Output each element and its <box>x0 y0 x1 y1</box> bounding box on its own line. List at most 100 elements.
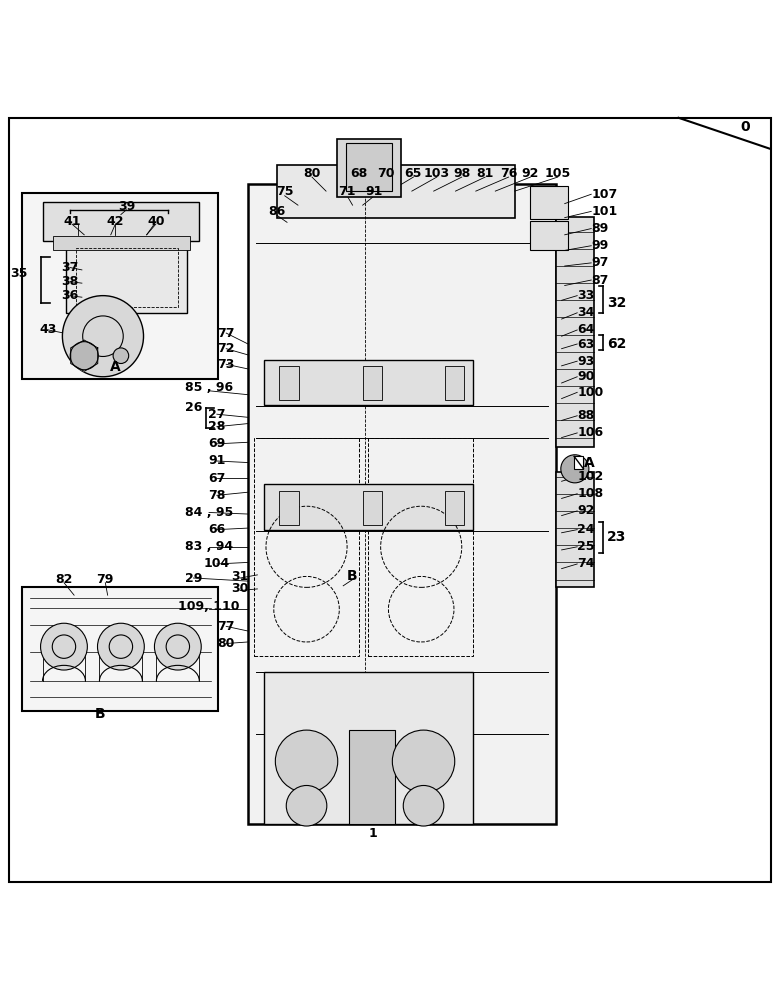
Bar <box>279 366 299 400</box>
Text: 91: 91 <box>208 454 225 468</box>
Text: 1: 1 <box>368 827 378 840</box>
Text: 73: 73 <box>218 358 235 371</box>
Text: 91: 91 <box>366 185 383 198</box>
Text: 68: 68 <box>350 167 367 180</box>
Text: 97: 97 <box>591 256 608 269</box>
Text: 92: 92 <box>522 167 539 180</box>
Bar <box>43 202 199 241</box>
Text: 43: 43 <box>40 323 57 336</box>
Circle shape <box>98 623 144 670</box>
Text: 0: 0 <box>740 120 750 134</box>
Bar <box>530 186 568 219</box>
Text: 26: 26 <box>185 401 202 414</box>
Bar <box>248 184 556 824</box>
Text: 69: 69 <box>208 437 225 450</box>
Bar <box>254 438 359 656</box>
Circle shape <box>275 730 338 792</box>
Circle shape <box>561 455 589 483</box>
Text: 24: 24 <box>577 523 594 536</box>
Text: 40: 40 <box>147 215 165 228</box>
Bar <box>264 672 473 824</box>
Bar <box>363 491 382 525</box>
Circle shape <box>70 342 98 370</box>
Bar <box>337 139 401 197</box>
Text: 101: 101 <box>591 205 618 218</box>
Text: 32: 32 <box>607 296 626 310</box>
Text: 84 , 95: 84 , 95 <box>185 506 233 519</box>
Bar <box>22 193 218 379</box>
Text: 63: 63 <box>577 338 594 351</box>
Circle shape <box>286 785 327 826</box>
Text: 42: 42 <box>107 215 124 228</box>
Text: 90: 90 <box>577 370 594 383</box>
Text: 88: 88 <box>577 409 594 422</box>
Text: 87: 87 <box>591 274 608 287</box>
Text: 75: 75 <box>276 185 293 198</box>
Text: 85 , 96: 85 , 96 <box>185 381 233 394</box>
Text: 37: 37 <box>62 261 79 274</box>
Text: 80: 80 <box>218 637 235 650</box>
Text: B: B <box>94 707 105 721</box>
Bar <box>556 472 594 587</box>
Bar <box>556 217 594 447</box>
Text: 80: 80 <box>303 167 321 180</box>
Text: 65: 65 <box>405 167 422 180</box>
Text: 77: 77 <box>218 620 235 633</box>
Text: 82: 82 <box>55 573 73 586</box>
Circle shape <box>392 730 455 792</box>
Text: 100: 100 <box>577 386 604 399</box>
Circle shape <box>62 296 144 377</box>
Text: 104: 104 <box>204 557 230 570</box>
Bar <box>346 143 392 191</box>
Text: 89: 89 <box>591 222 608 235</box>
Text: 38: 38 <box>62 275 79 288</box>
Text: 76: 76 <box>500 167 517 180</box>
Bar <box>22 587 218 711</box>
Text: 66: 66 <box>208 523 225 536</box>
Text: 35: 35 <box>10 267 27 280</box>
Text: 28: 28 <box>208 420 225 433</box>
Text: 33: 33 <box>577 289 594 302</box>
Bar <box>76 248 178 307</box>
Text: 93: 93 <box>577 355 594 368</box>
Bar <box>277 165 515 218</box>
Text: 30: 30 <box>232 582 249 595</box>
Text: 64: 64 <box>577 323 594 336</box>
Bar <box>349 730 395 824</box>
Text: 34: 34 <box>577 306 594 319</box>
Bar <box>574 456 583 469</box>
Text: 41: 41 <box>63 215 80 228</box>
Bar <box>53 236 190 250</box>
Bar <box>368 438 473 656</box>
Text: A: A <box>583 456 594 470</box>
Bar <box>445 366 464 400</box>
Text: 92: 92 <box>577 504 594 517</box>
Text: 71: 71 <box>339 185 356 198</box>
Text: 107: 107 <box>591 188 618 201</box>
Polygon shape <box>71 340 98 371</box>
Text: 108: 108 <box>577 487 603 500</box>
Text: 29: 29 <box>185 571 202 584</box>
Bar <box>530 221 568 250</box>
Text: 77: 77 <box>218 327 235 340</box>
Text: 86: 86 <box>268 205 285 218</box>
Bar <box>264 360 473 405</box>
Circle shape <box>403 785 444 826</box>
Text: 23: 23 <box>607 530 626 544</box>
Bar <box>363 366 382 400</box>
Text: A: A <box>110 360 121 374</box>
Text: 103: 103 <box>424 167 450 180</box>
Text: 99: 99 <box>591 239 608 252</box>
Text: B: B <box>347 569 358 583</box>
Text: 25: 25 <box>577 540 594 553</box>
Text: 79: 79 <box>97 573 114 586</box>
Text: 81: 81 <box>477 167 494 180</box>
Text: 98: 98 <box>453 167 470 180</box>
Text: 39: 39 <box>118 200 135 213</box>
Text: 78: 78 <box>208 489 225 502</box>
Bar <box>66 243 187 313</box>
Text: 83 , 94: 83 , 94 <box>185 540 233 553</box>
Text: 109, 110: 109, 110 <box>179 600 239 613</box>
Circle shape <box>154 623 201 670</box>
Text: 67: 67 <box>208 472 225 485</box>
